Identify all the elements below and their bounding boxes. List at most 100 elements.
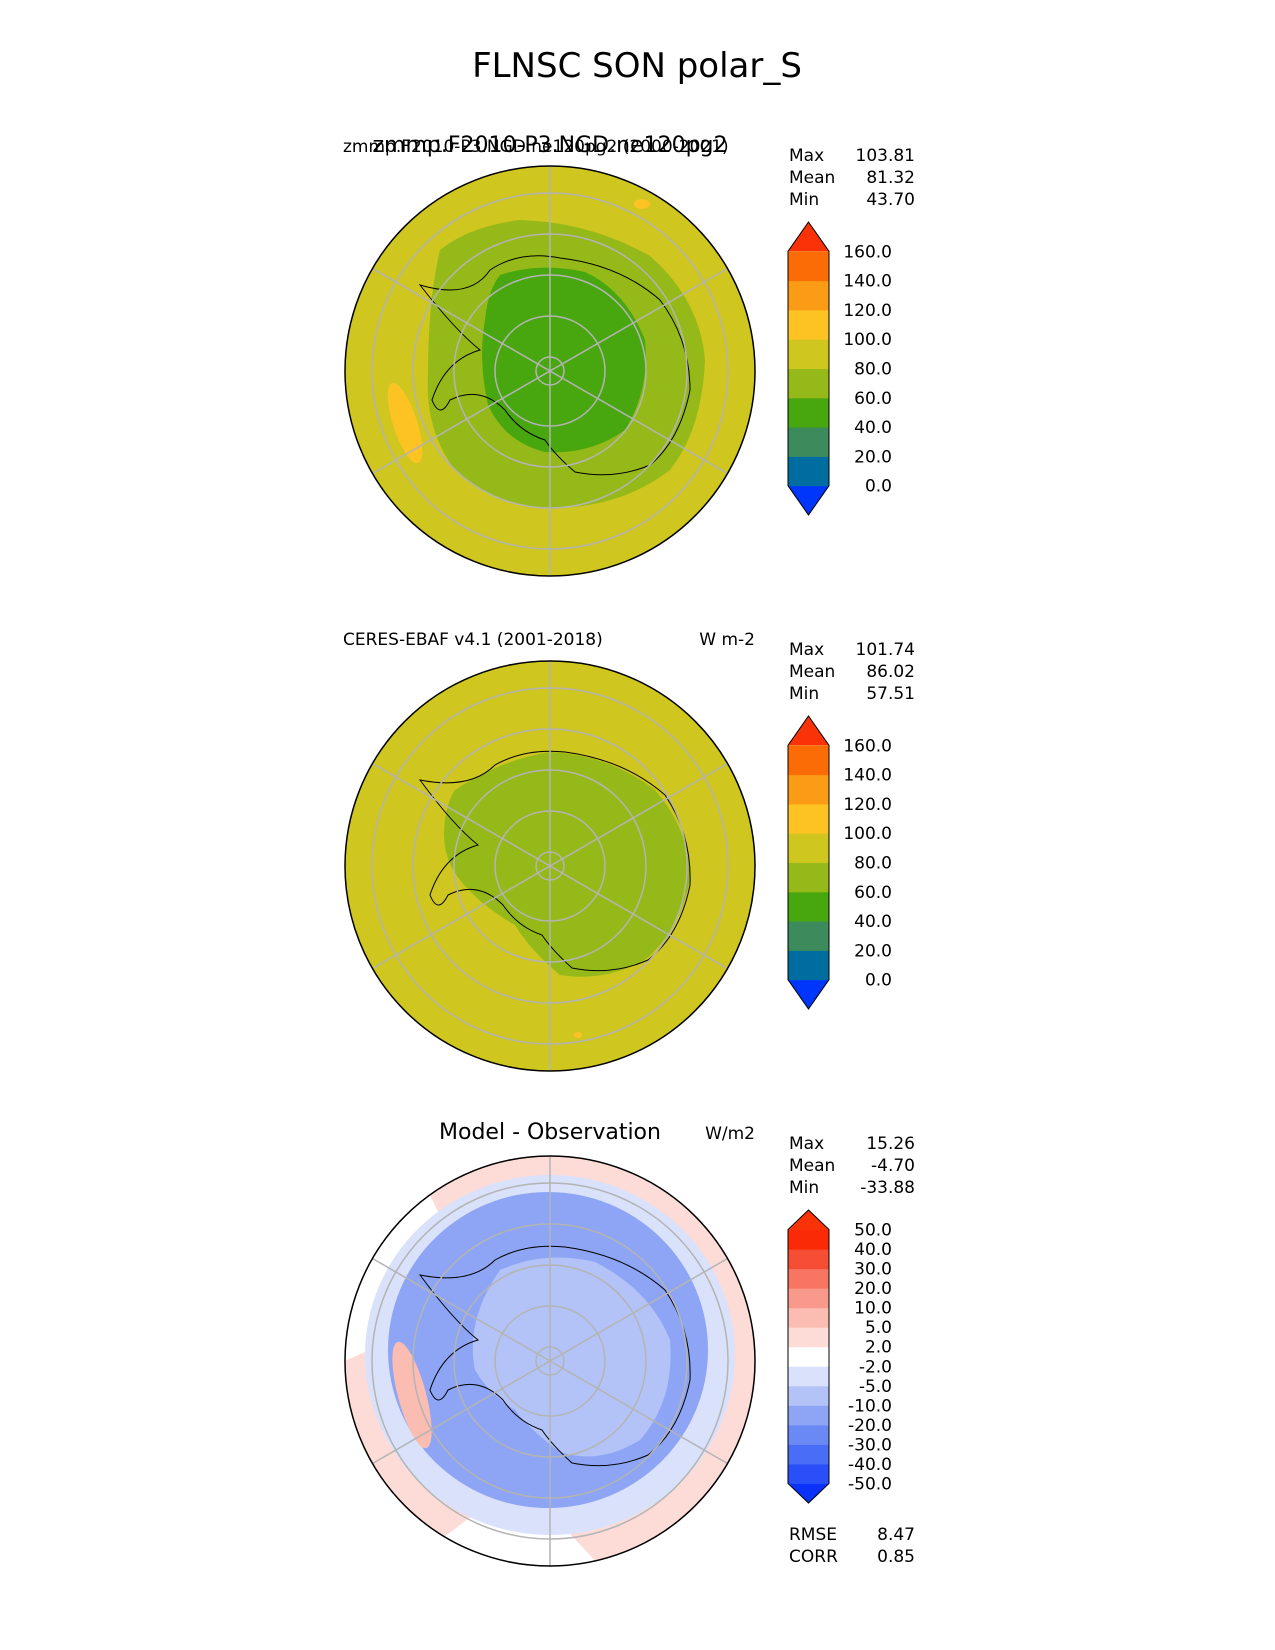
colorbar-band <box>788 368 829 399</box>
colorbar-tick-label: 60.0 <box>854 389 892 409</box>
graticule <box>371 1156 729 1566</box>
stat-value-mean: 86.02 <box>866 662 915 682</box>
colorbar-tick-label: 20.0 <box>854 941 892 961</box>
metric-label-corr: CORR <box>789 1547 838 1567</box>
map-border <box>344 660 756 1072</box>
panel-title-center: zmmp.F2010-P3.NGD.ne120pg2 <box>372 133 727 158</box>
stat-value-max: 103.81 <box>856 146 915 166</box>
colorbar-tick-label: 40.0 <box>854 418 892 438</box>
graticule <box>371 661 729 1071</box>
colorbar-tick-label: 50.0 <box>854 1221 892 1241</box>
colorbar-tick-label: 20.0 <box>854 1279 892 1299</box>
colorbar-band <box>788 1385 829 1406</box>
warm-patch-small <box>574 1032 582 1038</box>
colorbar-band <box>788 1444 829 1465</box>
interior-field <box>472 1257 671 1457</box>
figure-title: FLNSC SON polar_S <box>472 46 802 86</box>
colorbar-tick-label: -40.0 <box>848 1455 892 1475</box>
colorbar-band <box>788 251 829 282</box>
colorbar-tick-label: 140.0 <box>843 766 892 786</box>
interior-field <box>482 267 646 453</box>
stat-label-mean: Mean <box>789 662 835 682</box>
metric-value-corr: 0.85 <box>877 1547 915 1567</box>
colorbar-tick-label: 80.0 <box>854 854 892 874</box>
colorbar-tick-label: 120.0 <box>843 301 892 321</box>
stat-value-mean: 81.32 <box>866 168 915 188</box>
colorbar-tick-label: 160.0 <box>843 736 892 756</box>
colorbar-outline <box>787 221 830 516</box>
colorbar-band <box>788 1366 829 1387</box>
colorbar-band <box>788 1288 829 1309</box>
colorbar-tick-label: -20.0 <box>848 1416 892 1436</box>
colorbar-tick-label: 40.0 <box>854 912 892 932</box>
colorbar: 160.0 140.0 120.0 100.0 80.0 60.0 40.0 20.0 0.0 <box>787 715 892 1010</box>
colorbar-band <box>788 1327 829 1348</box>
stat-label-max: Max <box>789 146 824 166</box>
colorbar-band <box>788 1463 829 1484</box>
graticule <box>371 166 729 576</box>
colorbar-band <box>788 774 829 805</box>
metric-label-rmse: RMSE <box>789 1525 837 1545</box>
colorbar-tick-label: 80.0 <box>854 360 892 380</box>
map-border <box>344 165 756 577</box>
colorbar-band <box>788 456 829 487</box>
colorbar-tick-label: -10.0 <box>848 1396 892 1416</box>
stat-value-mean: -4.70 <box>871 1156 915 1176</box>
colorbar-band <box>788 745 829 776</box>
colorbar-band <box>788 862 829 893</box>
warm-patch-small <box>634 199 650 209</box>
panel-title-left: zmmp.F2010-P3.NGD.ne120pg2 (2000-2021) <box>343 137 729 157</box>
colorbar-tick-label: 0.0 <box>865 971 892 991</box>
colorbar-tick-label: -50.0 <box>848 1474 892 1494</box>
polar-map <box>344 660 756 1072</box>
colorbar-band <box>788 803 829 834</box>
panel-units: W/m2 <box>705 1124 755 1144</box>
stat-value-min: 43.70 <box>866 190 915 210</box>
colorbar: 50.040.030.020.010.05.02.0-2.0-5.0-10.0-… <box>787 1209 892 1504</box>
polar-map <box>344 1155 756 1567</box>
stat-value-min: 57.51 <box>866 684 915 704</box>
colorbar-band <box>788 1346 829 1367</box>
colorbar-band <box>788 833 829 863</box>
interior-field <box>494 786 640 944</box>
colorbar-band <box>788 891 829 922</box>
stat-label-mean: Mean <box>789 168 835 188</box>
polar-map <box>344 165 756 577</box>
colorbar-band <box>788 280 829 311</box>
warm-patch <box>392 1341 432 1449</box>
colorbar-band <box>788 1229 829 1250</box>
colorbar-tick-label: 2.0 <box>865 1338 892 1358</box>
colorbar-tick-label: -2.0 <box>859 1357 892 1377</box>
stat-label-min: Min <box>789 684 819 704</box>
metric-value-rmse: 8.47 <box>877 1525 915 1545</box>
colorbar-band <box>788 397 829 428</box>
colorbar-tick-label: 100.0 <box>843 824 892 844</box>
stat-label-min: Min <box>789 1178 819 1198</box>
colorbar-extend-min <box>788 979 829 1009</box>
coastline <box>418 1245 691 1467</box>
colorbar-band <box>788 1249 829 1270</box>
colorbar-band <box>788 1424 829 1445</box>
colorbar-band <box>788 309 829 340</box>
colorbar-band <box>788 1268 829 1289</box>
stat-value-min: -33.88 <box>860 1178 915 1198</box>
colorbar-band <box>788 1307 829 1328</box>
stat-label-max: Max <box>789 640 824 660</box>
colorbar-tick-label: 120.0 <box>843 795 892 815</box>
stat-label-min: Min <box>789 190 819 210</box>
warm-patch <box>387 382 423 464</box>
colorbar-outline <box>787 715 830 1010</box>
colorbar-tick-label: 0.0 <box>865 477 892 497</box>
colorbar: 160.0 140.0 120.0 100.0 80.0 60.0 40.0 20.0 0.0 <box>787 221 892 516</box>
colorbar-tick-label: 100.0 <box>843 330 892 350</box>
colorbar-extend-max <box>788 716 829 746</box>
panel-test: zmmp.F2010-P3.NGD.ne120pg2 (2000-2021) z… <box>343 133 915 577</box>
coastline <box>418 750 691 972</box>
panel-units: W m-2 <box>699 630 755 650</box>
colorbar-extend-max <box>788 1210 829 1230</box>
map-border <box>344 1155 756 1567</box>
colorbar-tick-label: 60.0 <box>854 883 892 903</box>
panel-difference: Model - Observation W/m2 Max 15.26 Mean … <box>344 1120 915 1567</box>
colorbar-extend-min <box>788 485 829 515</box>
colorbar-tick-label: 40.0 <box>854 1240 892 1260</box>
